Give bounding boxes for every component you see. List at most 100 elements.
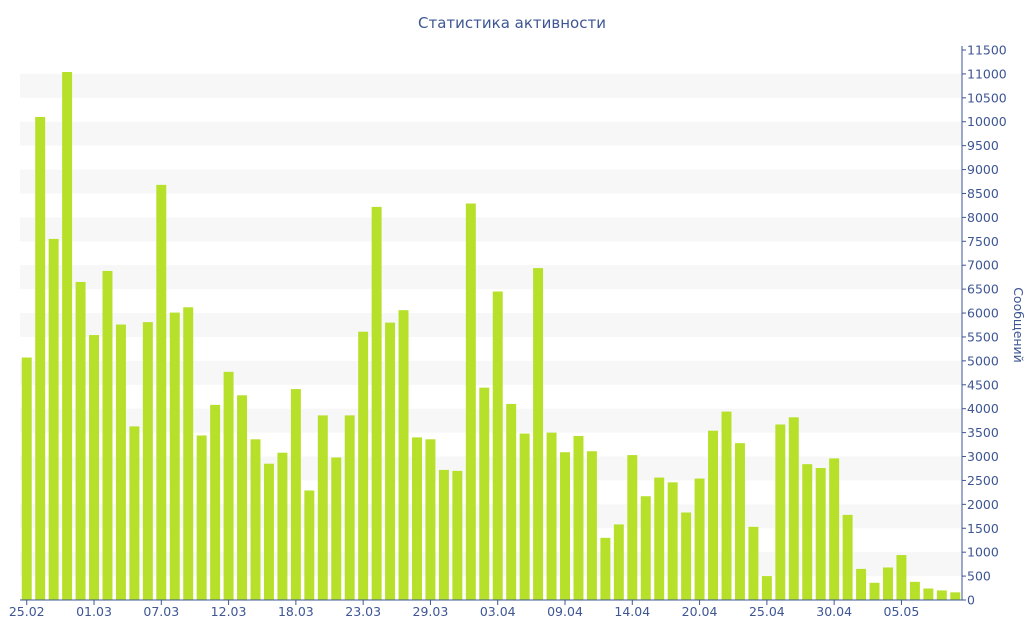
bar[interactable] [358,331,369,600]
bar[interactable] [304,490,315,600]
bar[interactable] [627,455,638,600]
bar[interactable] [829,458,840,600]
bar[interactable] [613,524,624,600]
bar[interactable] [48,238,59,600]
bar[interactable] [788,417,799,600]
bar[interactable] [640,496,651,600]
bars [21,72,961,601]
bar[interactable] [250,439,261,600]
bar[interactable] [210,404,221,600]
grid-band [20,265,962,290]
y-tick-label: 3000 [967,449,999,464]
bar[interactable] [452,470,463,600]
bar[interactable] [654,477,665,600]
bar[interactable] [842,514,853,600]
bar[interactable] [21,357,32,600]
bar[interactable] [89,335,99,600]
x-tick-label: 25.02 [9,604,45,619]
chart-title: Статистика активности [418,14,606,32]
bar[interactable] [62,72,73,600]
bar[interactable] [223,371,234,600]
bar[interactable] [371,206,382,600]
bar[interactable] [35,116,46,601]
bar[interactable] [290,389,301,600]
y-axis-label: Сообщений [1011,287,1024,363]
bar[interactable] [263,463,274,600]
bar[interactable] [909,581,920,600]
bar[interactable] [385,322,396,600]
bar[interactable] [748,526,759,600]
y-tick-label: 4000 [967,401,999,416]
x-tick-label: 07.03 [143,604,179,619]
bar[interactable] [183,307,194,600]
bar[interactable] [196,435,207,600]
bar[interactable] [815,468,826,600]
bar[interactable] [775,424,786,600]
y-tick-label: 11500 [967,43,1007,58]
bar[interactable] [681,512,692,600]
grid-band [20,217,962,242]
bar[interactable] [802,464,813,600]
bar[interactable] [519,433,530,600]
bar[interactable] [492,291,503,600]
bar[interactable] [600,537,611,600]
bar[interactable] [331,457,342,600]
bar[interactable] [734,443,745,600]
y-tick-label: 500 [967,569,991,584]
bar[interactable] [856,568,867,600]
grid-bands [20,73,962,577]
x-tick-label: 20.04 [682,604,718,619]
bar[interactable] [546,432,557,600]
bar[interactable] [75,281,86,600]
bar[interactable] [936,590,947,600]
y-tick-label: 8000 [967,210,999,225]
bar[interactable] [667,482,678,600]
bar[interactable] [560,452,570,600]
bar[interactable] [398,310,409,600]
bar[interactable] [344,415,355,600]
bar[interactable] [708,430,719,600]
y-tick-label: 9000 [967,162,999,177]
y-tick-label: 5500 [967,329,999,344]
bar[interactable] [573,435,584,600]
y-tick-label: 8500 [967,186,999,201]
y-tick-label: 7000 [967,258,999,273]
bar[interactable] [142,322,153,600]
y-tick-label: 3500 [967,425,999,440]
bar[interactable] [721,411,732,600]
y-tick-label: 7500 [967,234,999,249]
bar[interactable] [869,582,880,600]
grid-band [20,73,962,98]
bar[interactable] [115,324,126,600]
bar[interactable] [761,576,772,600]
bar[interactable] [923,588,934,600]
bar[interactable] [694,478,705,600]
x-tick-label: 03.04 [480,604,516,619]
bar[interactable] [586,451,597,600]
bar[interactable] [896,555,907,600]
bar[interactable] [438,469,449,600]
bar[interactable] [237,395,248,600]
y-tick-label: 1500 [967,521,999,536]
bar[interactable] [102,270,113,600]
bar[interactable] [950,592,961,600]
bar[interactable] [129,426,140,600]
y-tick-label: 1000 [967,545,999,560]
bar[interactable] [479,387,490,600]
bar[interactable] [317,415,328,600]
bar[interactable] [425,439,436,600]
bar[interactable] [412,437,422,600]
bar[interactable] [156,184,167,600]
x-tick-label: 01.03 [76,604,112,619]
y-tick-label: 9500 [967,138,999,153]
bar[interactable] [169,312,180,600]
bar[interactable] [506,403,517,600]
bar[interactable] [883,567,893,600]
y-axis: 0 500 1000 1500 2000 2500 3000 3500 4000 4500 5000… [961,43,1007,608]
y-tick-label: 10500 [967,90,1007,105]
bar[interactable] [465,203,476,600]
x-tick-label: 29.03 [413,604,449,619]
bar[interactable] [277,452,288,600]
bar[interactable] [533,268,544,600]
y-tick-label: 5000 [967,353,999,368]
